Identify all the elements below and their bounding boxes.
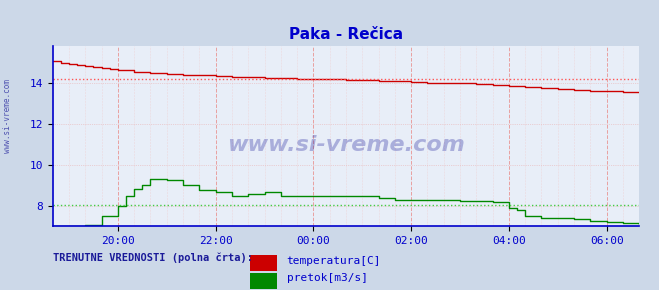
Title: Paka - Rečica: Paka - Rečica bbox=[289, 28, 403, 42]
Text: www.si-vreme.com: www.si-vreme.com bbox=[3, 79, 13, 153]
Text: TRENUTNE VREDNOSTI (polna črta):: TRENUTNE VREDNOSTI (polna črta): bbox=[53, 252, 252, 263]
Text: pretok[m3/s]: pretok[m3/s] bbox=[287, 273, 368, 283]
Text: www.si-vreme.com: www.si-vreme.com bbox=[227, 135, 465, 155]
Text: temperatura[C]: temperatura[C] bbox=[287, 256, 381, 266]
